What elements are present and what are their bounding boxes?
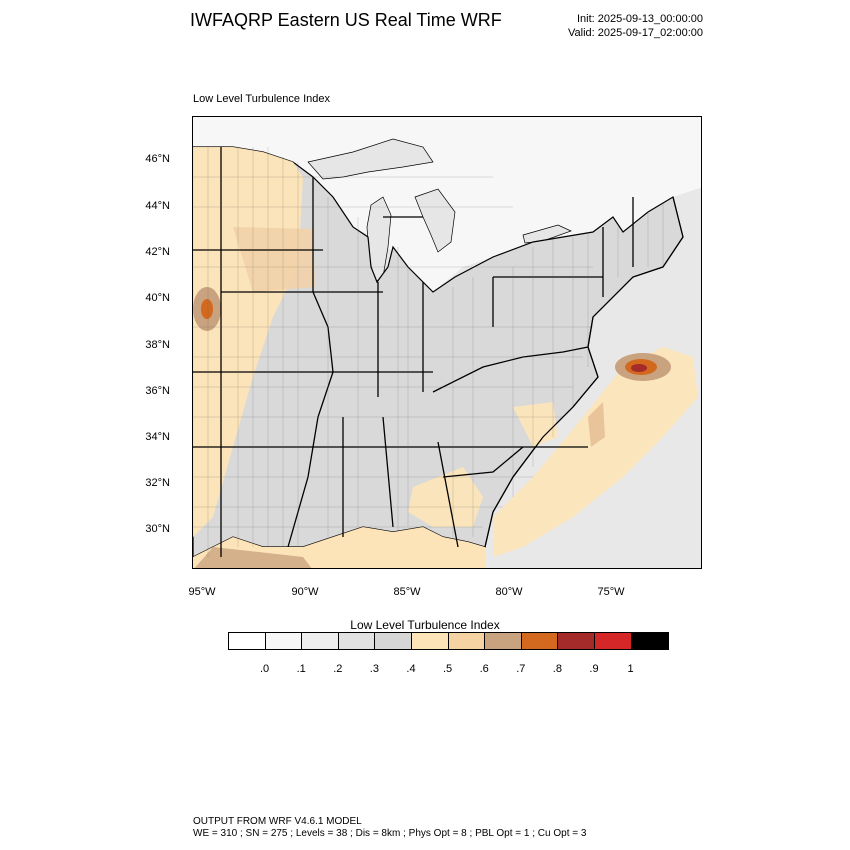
- colorbar-box: [265, 633, 303, 649]
- colorbar-box: [558, 633, 595, 649]
- colorbar-box: [375, 633, 412, 649]
- lon-label-80w: 80°W: [495, 586, 523, 598]
- colorbar-label: .7: [516, 663, 526, 675]
- lat-label-34n: 34°N: [145, 431, 170, 443]
- lake-ontario: [522, 224, 572, 244]
- footer-config-info: WE = 310 ; SN = 275 ; Levels = 38 ; Dis …: [193, 828, 587, 839]
- atlantic-coastline: [484, 196, 684, 548]
- atlantic-plume: [493, 347, 698, 557]
- map-panel: [192, 116, 702, 569]
- colorbar-box: [485, 633, 522, 649]
- lat-label-36n: 36°N: [145, 385, 170, 397]
- lat-label-32n: 32°N: [145, 477, 170, 489]
- lon-label-90w: 90°W: [291, 586, 319, 598]
- init-time: Init: 2025-09-13_00:00:00: [577, 13, 703, 25]
- gulf-tan: [194, 547, 312, 568]
- colorbar-label: 1: [627, 663, 634, 675]
- colorbar: [228, 632, 670, 650]
- colorbar-box: [594, 633, 632, 649]
- plot-title: Low Level Turbulence Index: [193, 93, 330, 105]
- turbulence-iowa: [233, 227, 315, 292]
- valid-time: Valid: 2025-09-17_02:00:00: [568, 27, 703, 39]
- lon-label-95w: 95°W: [188, 586, 216, 598]
- county-lines: [193, 147, 664, 557]
- turbulence-carolina: [513, 402, 558, 447]
- lat-label-40n: 40°N: [145, 292, 170, 304]
- colorbar-label: .5: [443, 663, 453, 675]
- colorbar-label: .1: [296, 663, 306, 675]
- lat-label-38n: 38°N: [145, 339, 170, 351]
- lat-label-30n: 30°N: [145, 523, 170, 535]
- colorbar-label: .3: [369, 663, 379, 675]
- colorbar-label: .8: [552, 663, 562, 675]
- map-svg: [193, 117, 701, 568]
- turbulence-georgia: [408, 467, 483, 527]
- atlantic-patch: [588, 402, 605, 447]
- lat-label-44n: 44°N: [145, 200, 170, 212]
- colorbar-box: [229, 633, 266, 649]
- lon-label-85w: 85°W: [393, 586, 421, 598]
- colorbar-label: .2: [333, 663, 343, 675]
- colorbar-box: [631, 633, 669, 649]
- colorbar-label: .0: [260, 663, 270, 675]
- colorbar-label: .6: [479, 663, 489, 675]
- chart-title: IWFAQRP Eastern US Real Time WRF: [190, 10, 502, 30]
- lake-huron: [414, 188, 456, 253]
- colorbar-box: [302, 633, 339, 649]
- hotspot-west-core: [201, 299, 213, 319]
- colorbar-box: [448, 633, 486, 649]
- colorbar-box: [411, 633, 449, 649]
- lat-label-46n: 46°N: [145, 153, 170, 165]
- hotspot-atlantic-core: [631, 364, 647, 372]
- colorbar-label: .9: [589, 663, 599, 675]
- colorbar-box: [338, 633, 376, 649]
- lat-label-42n: 42°N: [145, 246, 170, 258]
- colorbar-title: Low Level Turbulence Index: [350, 618, 500, 632]
- lon-label-75w: 75°W: [597, 586, 625, 598]
- lake-superior: [307, 138, 434, 180]
- colorbar-label: .4: [406, 663, 416, 675]
- colorbar-box: [521, 633, 559, 649]
- footer-model-info: OUTPUT FROM WRF V4.6.1 MODEL: [193, 816, 362, 827]
